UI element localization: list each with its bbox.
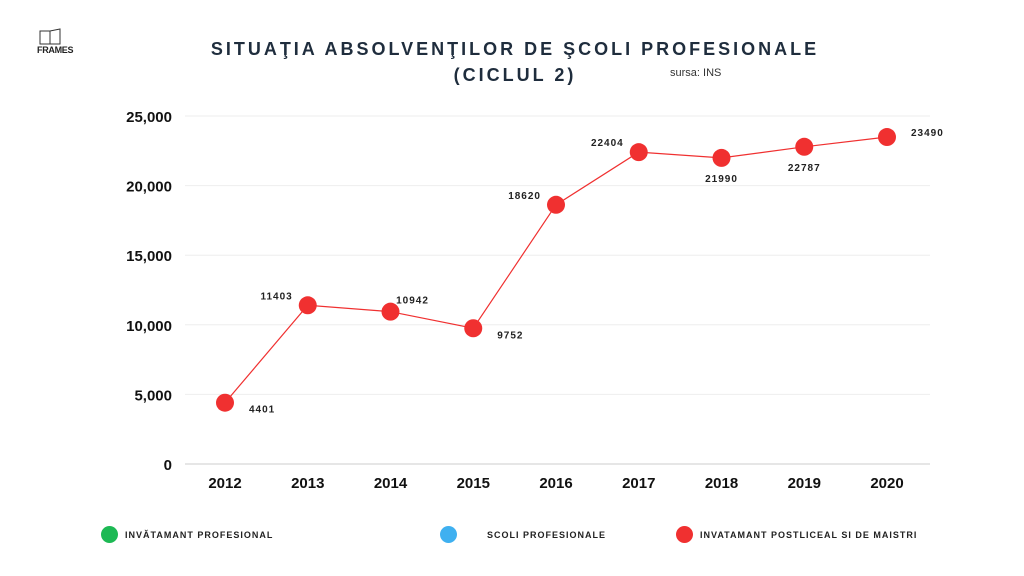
data-point (795, 137, 814, 156)
x-tick-label: 2017 (622, 475, 655, 492)
data-label: 23490 (911, 128, 944, 139)
legend-item-postliceal: INVATAMANT POSTLICEAL SI DE MAISTRI (676, 526, 917, 543)
frames-logo-icon (39, 28, 61, 45)
data-point (464, 319, 483, 338)
legend-marker-green (101, 526, 118, 543)
title-line-1: SITUAŢIA ABSOLVENŢILOR DE ŞCOLI PROFESIO… (210, 39, 820, 59)
x-tick-label: 2015 (457, 475, 490, 492)
legend-label: INVĂTAMANT PROFESIONAL (125, 529, 274, 540)
x-tick-label: 2013 (291, 475, 324, 492)
legend-item-invatamant-profesional: INVĂTAMANT PROFESIONAL (101, 526, 273, 543)
x-tick-label: 2014 (374, 475, 408, 492)
x-tick-label: 2019 (788, 475, 821, 492)
logo-text: FRAMES (37, 45, 74, 55)
data-point (712, 148, 731, 167)
y-tick-label: 10,000 (126, 318, 172, 335)
data-label: 10942 (396, 296, 429, 307)
data-point (216, 393, 234, 412)
y-tick-label: 5,000 (134, 387, 172, 404)
data-label: 9752 (497, 330, 523, 341)
legend-label: SCOLI PROFESIONALE (487, 529, 607, 540)
y-tick-label: 20,000 (126, 179, 172, 196)
data-label: 21990 (705, 174, 738, 185)
x-tick-label: 2020 (870, 475, 903, 492)
x-tick-label: 2018 (705, 475, 738, 492)
series-line (224, 136, 888, 404)
title-line-2: (CICLUL 2) (453, 65, 577, 85)
y-tick-label: 15,000 (126, 248, 172, 265)
data-point (381, 302, 400, 321)
data-label: 11403 (260, 291, 292, 302)
data-label: 4401 (249, 405, 275, 416)
data-point (547, 195, 565, 214)
y-tick-label: 25,000 (126, 109, 172, 126)
data-point (298, 296, 317, 315)
legend-item-scoli-profesionale: SCOLI PROFESIONALE (440, 526, 606, 543)
legend-label: INVATAMANT POSTLICEAL SI DE MAISTRI (700, 529, 918, 540)
legend-marker-red (676, 526, 693, 543)
source-note: sursa: INS (670, 67, 722, 79)
chart-title: SITUAŢIA ABSOLVENŢILOR DE ŞCOLI PROFESIO… (150, 36, 880, 88)
data-point (629, 143, 648, 162)
y-tick-label: 0 (164, 457, 172, 474)
legend-marker-blue (440, 526, 457, 543)
x-tick-label: 2012 (208, 475, 241, 492)
x-tick-label: 2016 (539, 475, 572, 492)
data-label: 18620 (508, 191, 541, 202)
data-label: 22787 (788, 163, 821, 174)
data-label: 22404 (591, 138, 624, 149)
data-point (878, 128, 896, 147)
